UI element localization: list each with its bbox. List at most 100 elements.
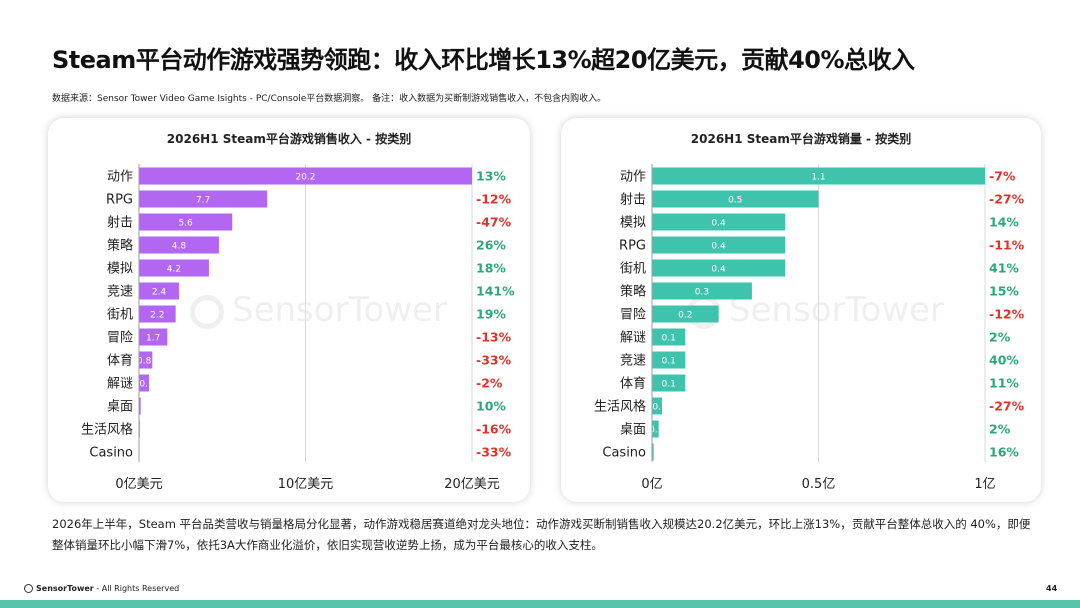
bottom-accent-bar xyxy=(0,600,1080,608)
category-label: 动作 xyxy=(620,170,646,185)
bar-3 xyxy=(139,236,219,254)
category-label: 射击 xyxy=(107,215,133,231)
sensortower-logo-icon xyxy=(24,584,33,593)
category-label: 街机 xyxy=(620,262,646,277)
data-label: 1.7 xyxy=(146,334,160,344)
tick-label: 0亿 xyxy=(641,477,662,492)
data-label: 1.1 xyxy=(811,173,825,183)
growth-label: 2% xyxy=(989,422,1011,437)
growth-label: -16% xyxy=(476,422,512,437)
bar-9 xyxy=(652,374,686,392)
data-label: 0.4 xyxy=(711,265,726,275)
data-label: 0. xyxy=(649,426,658,436)
bar-6 xyxy=(652,305,719,323)
page-number: 44 xyxy=(1046,584,1058,593)
growth-label: -12% xyxy=(989,307,1025,322)
footer-brand-name: SensorTower xyxy=(36,584,94,593)
growth-label: -27% xyxy=(989,192,1025,207)
data-label: 0.4 xyxy=(711,219,726,229)
growth-label: -33% xyxy=(476,445,512,460)
category-label: RPG xyxy=(106,193,133,208)
category-label: 模拟 xyxy=(107,262,133,277)
growth-label: -12% xyxy=(476,192,512,207)
category-label: 模拟 xyxy=(620,216,646,231)
growth-label: 15% xyxy=(989,284,1019,299)
growth-label: -27% xyxy=(989,399,1025,414)
bar-1 xyxy=(139,190,268,208)
bar-2 xyxy=(139,213,233,231)
bar-11 xyxy=(652,420,659,438)
bar-4 xyxy=(139,259,209,277)
growth-label: 11% xyxy=(989,376,1019,391)
growth-label: -11% xyxy=(989,238,1025,253)
data-label: 0.4 xyxy=(711,242,726,252)
bar-5 xyxy=(139,282,179,300)
data-label: 20.2 xyxy=(295,173,315,183)
source-note: 数据来源：Sensor Tower Video Game Isights - P… xyxy=(52,94,607,104)
growth-label: -7% xyxy=(989,169,1016,184)
units-chart-svg: 动作 1.1 -7%射击 0.5 -27%模拟 0.4 14%RPG 0.4 -11%街机 0.4… xyxy=(594,164,1025,492)
category-label: 射击 xyxy=(620,192,646,208)
bar-0 xyxy=(652,167,985,185)
category-label: 生活风格 xyxy=(594,399,646,415)
growth-label: 2% xyxy=(989,330,1011,345)
category-label: 策略 xyxy=(620,284,646,300)
data-label: 0.1 xyxy=(661,357,675,367)
data-label: 0.2 xyxy=(678,311,692,321)
summary-footnote: 2026年上半年，Steam 平台品类营收与销量格局分化显著，动作游戏稳居赛道绝… xyxy=(52,517,1031,552)
category-label: Casino xyxy=(89,446,133,461)
bar-1 xyxy=(652,190,819,208)
bar-2 xyxy=(652,213,786,231)
growth-label: -33% xyxy=(476,353,512,368)
data-label: 2.2 xyxy=(150,311,164,321)
data-label: 0.1 xyxy=(661,334,675,344)
tick-label: 0亿美元 xyxy=(115,477,162,492)
category-label: 冒险 xyxy=(107,331,133,346)
revenue-chart-title: 2026H1 Steam平台游戏销售收入 - 按类别 xyxy=(166,132,412,146)
category-label: 竞速 xyxy=(107,284,133,300)
growth-label: 10% xyxy=(476,399,506,414)
category-label: 桌面 xyxy=(107,400,133,415)
data-label: 0. xyxy=(652,403,661,413)
growth-label: -13% xyxy=(476,330,512,345)
growth-label: 19% xyxy=(476,307,506,322)
tick-label: 1亿 xyxy=(974,477,995,492)
tick-label: 10亿美元 xyxy=(278,477,334,492)
bar-3 xyxy=(652,236,786,254)
units-chart-title: 2026H1 Steam平台游戏销量 - 按类别 xyxy=(690,132,912,146)
revenue-chart-panel: 2026H1 Steam平台游戏销售收入 - 按类别 SensorTower 动… xyxy=(48,118,530,502)
growth-label: 141% xyxy=(476,284,515,299)
data-label: 0.3 xyxy=(695,288,709,298)
bar-9 xyxy=(139,374,149,392)
tick-label: 20亿美元 xyxy=(444,477,500,492)
bar-6 xyxy=(139,305,176,323)
data-label: 7.7 xyxy=(196,196,210,206)
data-label: 4.2 xyxy=(167,265,181,275)
category-label: 体育 xyxy=(620,376,646,392)
revenue-chart-svg: 动作 20.2 13% RPG 7.7 -12% 射击 5.6 -47% 策略 4.8 26% 模拟 4.… xyxy=(81,164,515,492)
category-label: 生活风格 xyxy=(81,422,133,438)
bar-7 xyxy=(652,328,686,346)
category-label: Casino xyxy=(602,446,646,461)
bar-10 xyxy=(139,397,141,415)
category-label: 解谜 xyxy=(107,377,133,392)
category-label: 解谜 xyxy=(620,331,646,346)
growth-label: 14% xyxy=(989,215,1019,230)
bar-4 xyxy=(652,259,786,277)
data-label: 0.5 xyxy=(728,196,742,206)
data-label: 5.6 xyxy=(178,219,193,229)
growth-label: 18% xyxy=(476,261,506,276)
category-label: 体育 xyxy=(107,353,133,369)
footer-rights: - All Rights Reserved xyxy=(93,584,180,593)
bar-7 xyxy=(139,328,168,346)
category-label: 冒险 xyxy=(620,308,646,323)
growth-label: 26% xyxy=(476,238,506,253)
growth-label: 41% xyxy=(989,261,1019,276)
data-label: 0.8 xyxy=(137,357,152,367)
category-label: 竞速 xyxy=(620,353,646,369)
growth-label: 16% xyxy=(989,445,1019,460)
bar-10 xyxy=(652,397,662,415)
footer-brand: SensorTower - All Rights Reserved xyxy=(24,584,179,593)
page-title: Steam平台动作游戏强势领跑：收入环比增长13%超20亿美元，贡献40%总收入 xyxy=(52,46,915,74)
category-label: 动作 xyxy=(107,170,133,185)
